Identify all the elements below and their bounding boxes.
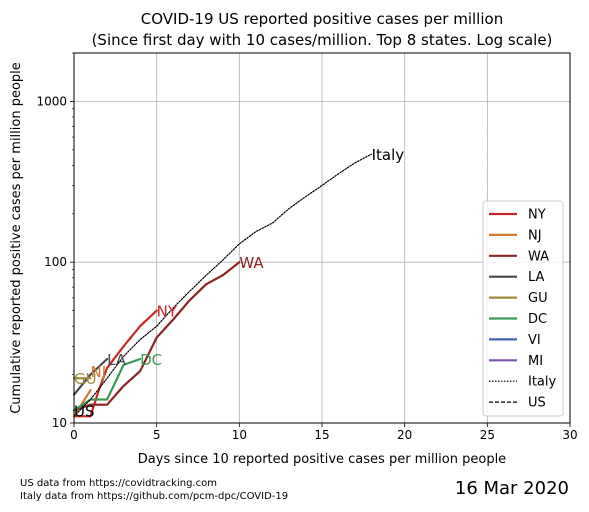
legend-label-la: LA: [528, 270, 545, 285]
legend-label-wa: WA: [528, 249, 549, 264]
x-tick-label: 0: [70, 428, 78, 442]
x-tick-label: 20: [397, 428, 412, 442]
series-lines: [72, 153, 373, 418]
legend-label-vi: VI: [528, 333, 541, 348]
legend-label-dc: DC: [528, 312, 547, 327]
y-tick-label: 1000: [36, 94, 67, 108]
chart-title: COVID-19 US reported positive cases per …: [141, 10, 503, 28]
annotation-italy: Italy: [372, 146, 405, 164]
x-tick-label: 30: [562, 428, 577, 442]
annotation-gu: GU: [74, 370, 97, 388]
legend-label-nj: NJ: [528, 228, 542, 243]
x-axis-label: Days since 10 reported positive cases pe…: [138, 452, 506, 467]
x-tick-label: 10: [232, 428, 247, 442]
legend-label-italy: Italy: [528, 375, 557, 390]
x-tick-label: 5: [153, 428, 161, 442]
legend-label-mi: MI: [528, 354, 543, 369]
x-tick-label: 25: [480, 428, 495, 442]
legend: NY NJ WA LA GU DC VI MI Italy US: [482, 200, 564, 417]
series-line-dc: [72, 357, 142, 412]
source-italy: Italy data from https://github.com/pcm-d…: [20, 491, 288, 502]
annotation-nj: NJ: [91, 363, 107, 381]
date-stamp: 16 Mar 2020: [455, 478, 569, 499]
series-line-la: [72, 357, 109, 396]
source-us: US data from https://covidtracking.com: [20, 478, 217, 489]
annotation-ny: NY: [157, 303, 178, 321]
legend-label-us: US: [528, 396, 546, 411]
y-tick-label: 10: [52, 416, 67, 430]
legend-label-ny: NY: [528, 208, 546, 223]
series-line-wa: [72, 261, 241, 412]
annotation-us: US: [74, 402, 95, 420]
series-line-nj: [72, 389, 92, 418]
axis-ticks: 0 5 10 15 20 25 30 10 100 1000: [36, 52, 578, 442]
series-line-ny: [72, 309, 158, 418]
annotation-la: LA: [107, 351, 127, 369]
chart-subtitle: (Since first day with 10 cases/million. …: [92, 31, 553, 49]
y-axis-label: Cumulative reported positive cases per m…: [9, 62, 24, 414]
y-tick-label: 100: [44, 255, 67, 269]
annotation-wa: WA: [239, 254, 264, 272]
series-line-italy: [73, 153, 373, 417]
annotation-dc: DC: [140, 351, 162, 369]
x-tick-label: 15: [314, 428, 329, 442]
legend-label-gu: GU: [528, 291, 548, 306]
